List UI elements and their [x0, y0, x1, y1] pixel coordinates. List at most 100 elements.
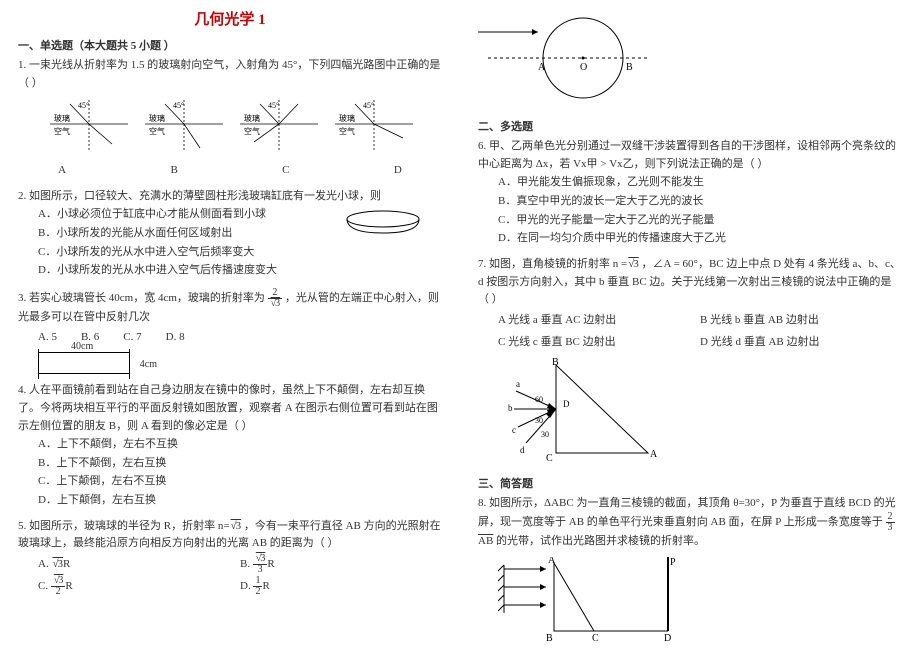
- q6-text: 甲、乙两单色光分别通过一双缝干涉装置得到各自的干涉图样，设相邻两个亮条纹的中心距…: [478, 140, 896, 170]
- svg-text:空气: 空气: [149, 126, 165, 136]
- q7-sqrt3: 3: [627, 258, 639, 270]
- q6-opt-b: B．真空中甲光的波长一定大于乙光的波长: [478, 192, 902, 211]
- svg-text:玻璃: 玻璃: [244, 113, 260, 123]
- q2-text: 如图所示，口径较大、充满水的薄壁圆柱形浅玻璃缸底有一发光小球，则: [29, 190, 381, 202]
- q2-number: 2.: [18, 190, 26, 202]
- svg-text:b: b: [508, 403, 513, 413]
- svg-text:空气: 空气: [339, 126, 355, 136]
- q1-opt-d: D: [394, 162, 402, 180]
- section2-heading: 二、多选题: [478, 118, 902, 134]
- q7-opt-d: D 光线 d 垂直 AB 边射出: [700, 331, 902, 353]
- q8-number: 8.: [478, 497, 486, 509]
- q6-number: 6.: [478, 140, 486, 152]
- question-5: 5. 如图所示，玻璃球的半径为 R，折射率 n=3 ，今有一束平行直径 AB 方…: [18, 518, 442, 597]
- q7-opt-b: B 光线 b 垂直 AB 边射出: [700, 309, 902, 331]
- q3-len-label: 40cm: [71, 339, 93, 355]
- worksheet-title: 几何光学 1: [18, 8, 442, 29]
- svg-text:玻璃: 玻璃: [149, 113, 165, 123]
- svg-text:C: C: [592, 633, 599, 644]
- svg-text:A: A: [548, 557, 556, 566]
- section1-heading: 一、单选题（本大题共 5 小题 ）: [18, 37, 442, 53]
- q5-opt-a: A. 3R: [38, 553, 240, 575]
- q2-dish-svg: [344, 209, 422, 237]
- q6-opt-c: C．甲光的光子能量一定大于乙光的光子能量: [478, 211, 902, 230]
- svg-text:45°: 45°: [78, 101, 89, 110]
- q7-number: 7.: [478, 258, 486, 270]
- section3-heading: 三、简答题: [478, 475, 902, 491]
- q6-opt-d: D．在同一均匀介质中甲光的传播速度大于乙光: [478, 229, 902, 248]
- q8-prism-svg: A B C D P: [498, 557, 698, 645]
- q5-opt-c: C. 32R: [38, 575, 240, 597]
- svg-text:B: B: [552, 357, 559, 368]
- svg-text:玻璃: 玻璃: [54, 113, 70, 123]
- question-3: 3. 若实心玻璃管长 40cm，宽 4cm，玻璃的折射率为 23 ，光从管的左端…: [18, 288, 442, 374]
- svg-text:空气: 空气: [244, 126, 260, 136]
- q4-opt-d: D．上下颠倒，左右互换: [18, 491, 442, 510]
- svg-text:A: A: [650, 449, 658, 460]
- question-6: 6. 甲、乙两单色光分别通过一双缝干涉装置得到各自的干涉图样，设相邻两个亮条纹的…: [478, 138, 902, 248]
- svg-text:A: A: [538, 62, 546, 73]
- q4-opt-b: B．上下不颠倒，左右互换: [18, 454, 442, 473]
- svg-text:D: D: [664, 633, 671, 644]
- q1-text: 一束光线从折射率为 1.5 的玻璃射向空气，入射角为 45°，下列四幅光路图中正…: [18, 59, 440, 89]
- q8-fraction: 23: [886, 512, 895, 533]
- svg-text:60: 60: [535, 395, 543, 404]
- right-column: A O B 二、多选题 6. 甲、乙两单色光分别通过一双缝干涉装置得到各自的干涉…: [460, 0, 920, 651]
- q3-figure: 40cm 4cm: [38, 352, 442, 374]
- q1-option-labels: A B C D: [18, 162, 442, 180]
- svg-text:d: d: [520, 445, 525, 455]
- svg-text:c: c: [512, 425, 516, 435]
- svg-text:P: P: [670, 557, 676, 568]
- svg-text:玻璃: 玻璃: [339, 113, 355, 123]
- svg-text:30: 30: [541, 430, 549, 439]
- q2-opt-d: D．小球所发的光从水中进入空气后传播速度变大: [18, 261, 442, 280]
- svg-text:C: C: [546, 453, 553, 464]
- q2-opt-c: C．小球所发的光从水中进入空气后频率变大: [18, 243, 442, 262]
- q3-opt-a: A. 5: [38, 329, 57, 347]
- q5-opt-b: B. 33R: [240, 553, 442, 575]
- svg-text:B: B: [546, 633, 553, 644]
- q3-opt-d: D. 8: [166, 329, 185, 347]
- q7-figure: B C A D a b c d 60 30 30: [478, 357, 902, 467]
- question-2: 2. 如图所示，口径较大、充满水的薄壁圆柱形浅玻璃缸底有一发光小球，则 A．小球…: [18, 188, 442, 280]
- q8-ab: AB: [478, 535, 493, 547]
- question-1: 1. 一束光线从折射率为 1.5 的玻璃射向空气，入射角为 45°，下列四幅光路…: [18, 57, 442, 180]
- q5-opt-d: D. 12R: [240, 575, 442, 597]
- question-8: 8. 如图所示，ΔABC 为一直角三棱镜的截面，其顶角 θ=30°，P 为垂直于…: [478, 495, 902, 645]
- svg-text:B: B: [626, 62, 633, 73]
- q3-number: 3.: [18, 292, 26, 304]
- q5-sphere-svg: A O B: [478, 8, 658, 108]
- q5-text-a: 如图所示，玻璃球的半径为 R，折射率 n=: [29, 520, 230, 532]
- q1-figures: 45° 玻璃 空气 45° 玻璃 空气: [18, 94, 442, 156]
- q1-opt-c: C: [282, 162, 289, 180]
- svg-text:45°: 45°: [363, 101, 374, 110]
- question-7: 7. 如图，直角棱镜的折射率 n =3 ，∠A = 60°，BC 边上中点 D …: [478, 256, 902, 467]
- svg-text:O: O: [580, 62, 587, 73]
- svg-text:D: D: [563, 399, 570, 409]
- q5-number: 5.: [18, 520, 26, 532]
- q8-text-a: 如图所示，ΔABC 为一直角三棱镜的截面，其顶角 θ=30°，P 为垂直于直线 …: [478, 497, 896, 529]
- q7-opt-a: A 光线 a 垂直 AC 边射出: [498, 309, 700, 331]
- q3-text-a: 若实心玻璃管长 40cm，宽 4cm，玻璃的折射率为: [29, 292, 265, 304]
- q4-opt-a: A．上下不颠倒，左右不互换: [18, 435, 442, 454]
- q6-opt-a: A．甲光能发生偏振现象，乙光则不能发生: [478, 173, 902, 192]
- q3-rect: 40cm 4cm: [38, 352, 130, 374]
- svg-text:空气: 空气: [54, 126, 70, 136]
- q3-fraction: 23: [268, 288, 283, 309]
- svg-text:30: 30: [535, 416, 543, 425]
- q7-prism-svg: B C A D a b c d 60 30 30: [508, 357, 658, 467]
- q8-figure: A B C D P: [478, 557, 902, 645]
- q3-wid-label: 4cm: [140, 357, 157, 373]
- svg-text:45°: 45°: [268, 101, 279, 110]
- q5-sqrt3: 3: [230, 520, 242, 532]
- svg-text:a: a: [516, 379, 520, 389]
- q4-text: 人在平面镜前看到站在自己身边朋友在镜中的像时，虽然上下不颠倒，左右却互换了。今将…: [18, 384, 438, 431]
- q7-opt-c: C 光线 c 垂直 BC 边射出: [498, 331, 700, 353]
- q5-options: A. 3R B. 33R C. 32R D. 12R: [18, 553, 442, 597]
- q7-text-a: 如图，直角棱镜的折射率 n =: [489, 258, 627, 270]
- q8-text-b: 的光带，试作出光路图并求棱镜的折射率。: [496, 535, 705, 547]
- q4-number: 4.: [18, 384, 26, 396]
- q5-figure: A O B: [478, 8, 902, 108]
- question-4: 4. 人在平面镜前看到站在自己身边朋友在镜中的像时，虽然上下不颠倒，左右却互换了…: [18, 382, 442, 510]
- q1-diagrams-svg: 45° 玻璃 空气 45° 玻璃 空气: [40, 94, 420, 156]
